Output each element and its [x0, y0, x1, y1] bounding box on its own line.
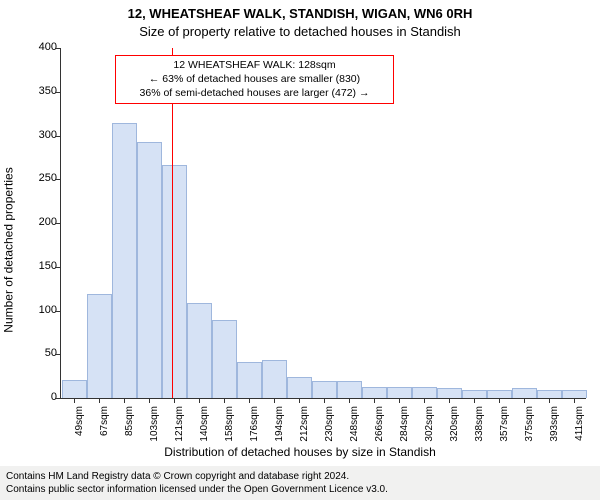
- y-tick-mark: [56, 267, 61, 268]
- x-tick-mark: [274, 398, 275, 403]
- y-tick-mark: [56, 354, 61, 355]
- y-axis-label: Number of detached properties: [0, 0, 18, 500]
- y-tick-label: 200: [17, 217, 57, 228]
- histogram-bar: [362, 387, 388, 399]
- footer-line2: Contains public sector information licen…: [6, 483, 594, 496]
- histogram-bar: [137, 142, 163, 399]
- histogram-bar: [387, 387, 413, 399]
- histogram-bar: [487, 390, 513, 398]
- histogram-bar: [312, 381, 338, 398]
- x-tick-mark: [449, 398, 450, 403]
- y-tick-mark: [56, 136, 61, 137]
- chart-title-desc: Size of property relative to detached ho…: [0, 24, 600, 39]
- callout-line: 36% of semi-detached houses are larger (…: [122, 86, 387, 100]
- x-tick-mark: [574, 398, 575, 403]
- histogram-bar: [337, 381, 363, 398]
- x-tick-mark: [499, 398, 500, 403]
- x-tick-mark: [174, 398, 175, 403]
- histogram-bar: [162, 165, 188, 398]
- x-tick-mark: [99, 398, 100, 403]
- chart-container: 12, WHEATSHEAF WALK, STANDISH, WIGAN, WN…: [0, 0, 600, 500]
- x-tick-mark: [349, 398, 350, 403]
- x-tick-mark: [224, 398, 225, 403]
- y-tick-mark: [56, 223, 61, 224]
- histogram-bar: [437, 388, 463, 398]
- histogram-bar: [512, 388, 538, 398]
- histogram-bar: [87, 294, 113, 398]
- x-tick-mark: [524, 398, 525, 403]
- x-tick-mark: [74, 398, 75, 403]
- histogram-bar: [212, 320, 238, 398]
- histogram-bar: [412, 387, 438, 399]
- histogram-bar: [562, 390, 588, 398]
- y-tick-label: 100: [17, 305, 57, 316]
- x-tick-mark: [424, 398, 425, 403]
- histogram-bar: [187, 303, 213, 399]
- y-tick-mark: [56, 398, 61, 399]
- y-tick-label: 150: [17, 261, 57, 272]
- callout-line: 12 WHEATSHEAF WALK: 128sqm: [122, 58, 387, 72]
- x-tick-mark: [399, 398, 400, 403]
- y-tick-label: 0: [17, 392, 57, 403]
- x-tick-mark: [149, 398, 150, 403]
- y-tick-label: 350: [17, 86, 57, 97]
- histogram-bar: [62, 380, 88, 399]
- x-axis-label: Distribution of detached houses by size …: [0, 445, 600, 459]
- y-tick-label: 300: [17, 130, 57, 141]
- callout-line: ← 63% of detached houses are smaller (83…: [122, 72, 387, 86]
- histogram-bar: [537, 390, 563, 398]
- x-tick-mark: [249, 398, 250, 403]
- histogram-bar: [462, 390, 488, 398]
- x-tick-mark: [299, 398, 300, 403]
- histogram-bar: [262, 360, 288, 398]
- y-tick-mark: [56, 48, 61, 49]
- y-tick-label: 50: [17, 348, 57, 359]
- footer-line1: Contains HM Land Registry data © Crown c…: [6, 470, 594, 483]
- x-tick-mark: [199, 398, 200, 403]
- footer-attribution: Contains HM Land Registry data © Crown c…: [0, 466, 600, 500]
- callout-box: 12 WHEATSHEAF WALK: 128sqm← 63% of detac…: [115, 55, 394, 104]
- x-tick-mark: [324, 398, 325, 403]
- x-tick-mark: [549, 398, 550, 403]
- y-tick-mark: [56, 311, 61, 312]
- y-tick-label: 400: [17, 42, 57, 53]
- histogram-bar: [237, 362, 263, 398]
- histogram-bar: [112, 123, 138, 398]
- x-tick-mark: [374, 398, 375, 403]
- y-tick-mark: [56, 92, 61, 93]
- y-tick-mark: [56, 179, 61, 180]
- y-tick-label: 250: [17, 173, 57, 184]
- x-tick-mark: [474, 398, 475, 403]
- chart-title-address: 12, WHEATSHEAF WALK, STANDISH, WIGAN, WN…: [0, 6, 600, 21]
- histogram-bar: [287, 377, 313, 398]
- x-tick-mark: [124, 398, 125, 403]
